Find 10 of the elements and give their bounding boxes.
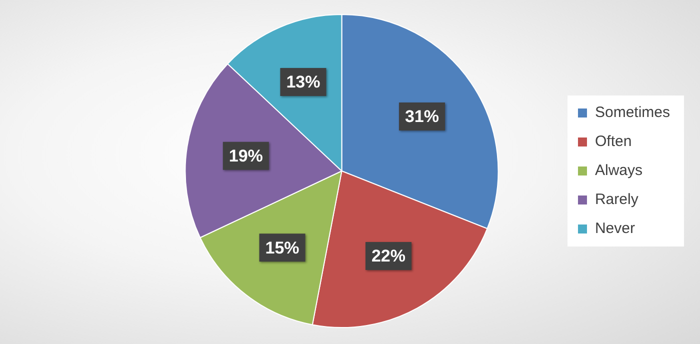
legend-label: Sometimes bbox=[594, 104, 670, 122]
legend-label: Often bbox=[594, 133, 632, 150]
legend-label: Always bbox=[594, 162, 642, 180]
data-label: 13% bbox=[286, 72, 320, 92]
data-label: 31% bbox=[404, 107, 440, 126]
legend-label: Never bbox=[594, 220, 635, 238]
data-label: 15% bbox=[265, 238, 300, 258]
data-label: 19% bbox=[228, 146, 263, 166]
legend-label: Rarely bbox=[594, 191, 639, 208]
data-label: 22% bbox=[371, 246, 406, 266]
